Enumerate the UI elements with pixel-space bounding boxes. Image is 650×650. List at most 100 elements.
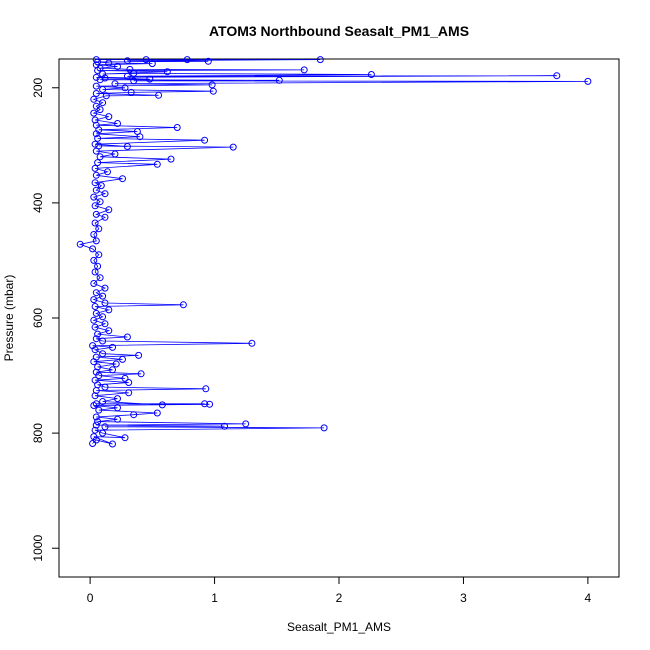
data-point xyxy=(95,251,103,259)
data-point xyxy=(92,210,100,218)
data-point xyxy=(76,240,84,248)
data-point xyxy=(91,219,99,227)
data-point xyxy=(146,75,154,83)
data-point xyxy=(91,202,99,210)
data-point xyxy=(204,57,212,65)
data-point xyxy=(167,155,175,163)
data-point xyxy=(102,92,110,100)
plot-data-layer xyxy=(76,56,592,448)
data-point xyxy=(109,440,116,448)
data-point xyxy=(90,109,98,117)
data-point xyxy=(94,330,102,338)
data-point xyxy=(105,306,113,314)
data-point xyxy=(584,77,592,85)
data-point xyxy=(96,274,104,282)
data-point xyxy=(92,186,100,194)
data-point xyxy=(89,440,97,447)
data-point xyxy=(90,256,98,264)
data-point xyxy=(101,423,109,431)
data-point xyxy=(94,363,102,371)
data-point xyxy=(153,409,161,417)
data-point xyxy=(101,284,109,292)
data-point xyxy=(95,406,103,414)
data-point xyxy=(114,404,121,412)
data-point xyxy=(90,280,98,287)
data-point xyxy=(130,411,138,419)
data-point xyxy=(99,70,107,78)
data-point xyxy=(121,374,129,382)
data-point xyxy=(99,292,107,300)
data-point xyxy=(148,60,156,68)
data-point xyxy=(206,400,214,408)
data-point xyxy=(99,429,107,437)
data-point xyxy=(92,102,100,110)
data-point xyxy=(95,142,103,150)
data-point xyxy=(553,72,561,80)
data-point xyxy=(91,179,99,187)
data-point xyxy=(300,66,308,74)
data-point xyxy=(91,392,99,400)
data-point xyxy=(94,134,102,142)
y-axis: 200 400 600 800 1000 xyxy=(31,77,60,562)
data-point xyxy=(123,333,131,341)
data-point xyxy=(90,95,98,103)
y-tick-label: 200 xyxy=(31,77,45,97)
data-point xyxy=(91,426,99,434)
data-point xyxy=(109,343,116,351)
data-point xyxy=(114,63,121,70)
data-point xyxy=(208,81,216,89)
data-point xyxy=(248,339,256,347)
data-point xyxy=(91,323,99,331)
data-point xyxy=(105,206,113,214)
data-point xyxy=(135,351,143,359)
data-point xyxy=(114,120,121,127)
data-point xyxy=(92,73,100,81)
data-point xyxy=(90,316,98,324)
data-point xyxy=(104,168,111,176)
data-point xyxy=(209,87,217,95)
data-point xyxy=(99,398,107,405)
data-point xyxy=(201,400,209,408)
y-axis-label: Pressure (mbar) xyxy=(2,275,16,362)
data-point xyxy=(105,113,113,121)
data-point xyxy=(97,182,105,190)
data-point xyxy=(242,420,250,428)
data-point xyxy=(92,353,100,361)
data-point xyxy=(99,313,107,321)
data-point xyxy=(119,175,126,183)
data-point xyxy=(105,59,113,67)
data-point xyxy=(91,140,99,148)
data-point xyxy=(94,159,102,167)
x-tick-label: 3 xyxy=(460,591,467,605)
data-point xyxy=(125,389,133,397)
data-point xyxy=(123,143,131,150)
data-point xyxy=(316,56,324,64)
data-point xyxy=(121,84,129,92)
data-point xyxy=(173,124,181,131)
x-tick-label: 1 xyxy=(211,591,218,605)
data-point xyxy=(123,72,131,80)
data-point xyxy=(221,422,228,430)
data-point xyxy=(92,335,100,343)
chart-title: ATOM3 Northbound Seasalt_PM1_AMS xyxy=(209,23,469,39)
data-point xyxy=(94,262,102,270)
data-point xyxy=(229,143,237,151)
data-point xyxy=(114,395,121,403)
data-point xyxy=(101,213,109,221)
data-point xyxy=(101,320,109,328)
series-line xyxy=(78,59,588,445)
data-point xyxy=(94,418,102,426)
data-point xyxy=(275,76,283,84)
data-point xyxy=(111,150,119,158)
data-point xyxy=(111,80,119,88)
data-point xyxy=(142,56,150,64)
data-point xyxy=(92,289,100,297)
data-point xyxy=(92,82,100,90)
x-axis-label: Seasalt_PM1_AMS xyxy=(287,620,391,634)
data-point xyxy=(92,413,100,421)
data-point xyxy=(155,91,163,99)
data-point xyxy=(101,299,109,307)
data-point xyxy=(121,434,129,442)
data-point xyxy=(92,171,100,179)
